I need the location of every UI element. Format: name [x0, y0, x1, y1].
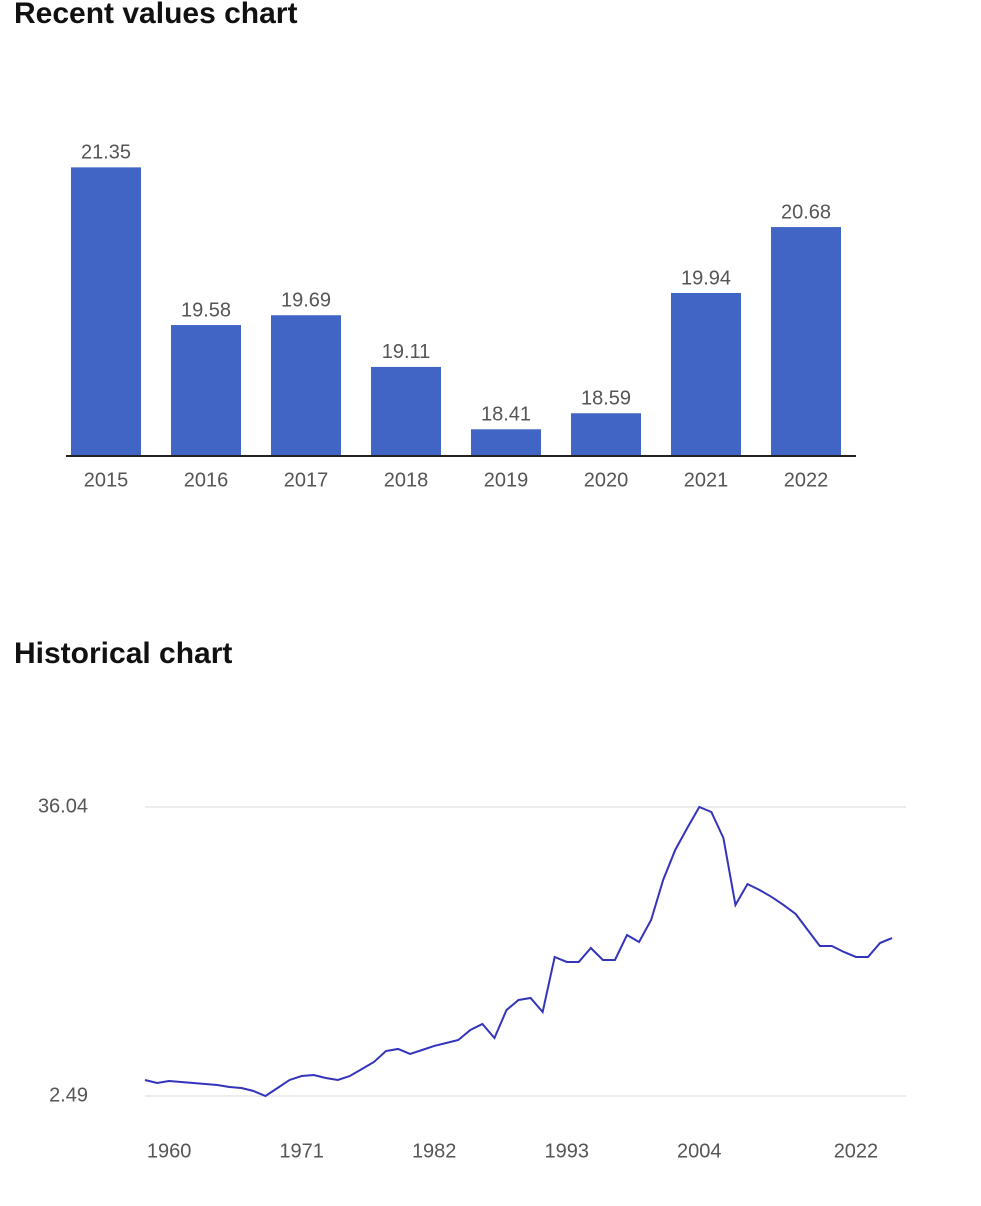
bar	[471, 429, 541, 456]
value-label: 20.68	[781, 201, 831, 223]
bar	[271, 315, 341, 456]
bar	[371, 366, 441, 456]
x-tick-label: 2004	[677, 1140, 722, 1162]
line-series	[144, 805, 893, 1098]
value-label: 18.41	[481, 404, 531, 426]
x-tick-label: 2022	[784, 469, 829, 491]
chart-title: Recent values chart	[14, 0, 297, 30]
value-label: 21.35	[81, 142, 131, 164]
value-label: 19.69	[281, 290, 331, 312]
chart-title: Historical chart	[14, 637, 232, 670]
x-tick-label: 2017	[284, 469, 329, 491]
x-tick-label: 2019	[484, 469, 529, 491]
bar	[671, 292, 741, 456]
x-tick-label: 1982	[412, 1140, 457, 1162]
x-tick-label: 1960	[147, 1140, 192, 1162]
value-label: 19.94	[681, 267, 731, 289]
x-tick-label: 2022	[834, 1140, 879, 1162]
bar	[571, 413, 641, 456]
x-tick-label: 2020	[584, 469, 629, 491]
value-label: 19.58	[181, 299, 231, 321]
x-tick-label: 2018	[384, 469, 429, 491]
bar	[71, 167, 141, 456]
x-tick-label: 1993	[545, 1140, 590, 1162]
x-tick-label: 1971	[279, 1140, 324, 1162]
x-tick-label: 2021	[684, 469, 729, 491]
x-tick-label: 2016	[184, 469, 229, 491]
bar	[171, 325, 241, 456]
value-label: 18.59	[581, 388, 631, 410]
x-tick-label: 2015	[84, 469, 129, 491]
bar	[771, 227, 841, 456]
y-tick-label: 2.49	[49, 1084, 88, 1106]
y-tick-label: 36.04	[38, 795, 88, 817]
value-label: 19.11	[382, 341, 431, 363]
